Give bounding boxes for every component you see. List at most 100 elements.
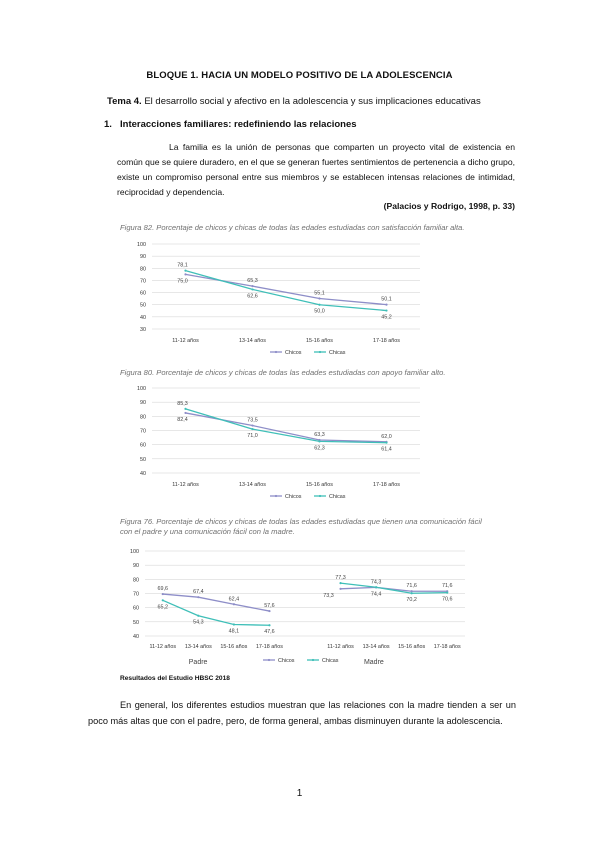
data-point [232,623,235,626]
x-tick-label: 11-12 años [149,644,176,650]
chart-apoyo-familiar: 40 50 60 70 80 90 100 11-12 años 13-14 años 15-16… [137,386,420,500]
section-heading: 1. Interacciones familiares: redefiniendo… [104,119,357,130]
data-label: 71,6 [406,583,417,589]
data-point [184,273,187,276]
y-tick-label: 100 [130,549,139,555]
series-line-chicas [340,582,448,594]
data-point [161,599,164,602]
x-tick-label: 15-16 años [306,338,333,344]
data-label: 48,1 [229,629,240,635]
legend-label: Chicos [285,350,302,356]
y-tick-label: 60 [140,291,146,297]
data-label: 82,4 [177,417,188,423]
chart-comunicacion-padres: 40 50 60 70 80 90 100 11-12 años 13-14 años 15-16… [130,549,465,666]
y-tick-label: 80 [133,577,139,583]
data-label: 62,3 [314,445,325,451]
x-tick-label: 13-14 años [363,644,390,650]
y-tick-label: 70 [140,278,146,284]
data-label: 47,6 [264,629,275,635]
y-tick-label: 50 [133,620,139,626]
data-label: 70,6 [442,597,453,603]
data-label: 85,3 [177,401,188,407]
data-label: 65,3 [247,278,258,284]
x-tick-label: 17-18 años [373,338,400,344]
y-tick-label: 80 [140,266,146,272]
data-label: 62,4 [229,596,240,602]
data-point [446,591,449,594]
figure-76-caption: Figura 76. Porcentaje de chicos y chicas… [120,517,482,536]
page-number: 1 [296,788,303,799]
y-tick-label: 40 [133,634,139,640]
y-tick-label: 100 [137,386,146,392]
data-label: 65,2 [158,604,169,610]
data-label: 50,1 [381,297,392,303]
data-label: 71,0 [247,433,258,439]
data-label: 57,6 [264,603,275,609]
data-label: 63,3 [314,432,325,438]
legend-label: Chicas [322,658,339,664]
legend-label: Chicos [278,658,295,664]
topic-heading: Tema 4. El desarrollo social y afectivo … [107,96,481,107]
data-label: 45,2 [381,315,392,321]
topic-label: Tema 4. [107,96,142,107]
y-tick-label: 90 [140,254,146,260]
x-tick-label: 11-12 años [327,644,354,650]
y-tick-label: 90 [133,563,139,569]
x-tick-label: 13-14 años [185,644,212,650]
x-tick-label: 17-18 años [256,644,283,650]
series-line-chicas [185,269,387,312]
legend-marker [318,494,322,498]
data-point [268,624,271,627]
data-label: 75,0 [177,278,188,284]
legend-label: Chicos [285,494,302,500]
definition-quote: La familia es la unión de personas que c… [117,142,515,197]
series-line-chicos [340,586,448,592]
data-label: 69,6 [158,586,169,592]
data-point [375,586,378,589]
data-label: 54,3 [193,620,204,626]
data-point [251,288,254,291]
data-point [251,285,254,288]
legend-marker [274,350,278,354]
series-line-chicas [162,599,270,626]
y-tick-label: 70 [140,429,146,435]
data-point [251,424,254,427]
data-point [410,592,413,595]
y-tick-label: 100 [137,242,146,248]
data-point [318,440,321,443]
body-paragraph: En general, los diferentes estudios mues… [88,700,516,726]
section-number: 1. [104,119,112,130]
data-point [184,407,187,410]
data-label: 73,3 [323,593,334,599]
data-point [385,441,388,444]
data-label: 62,6 [247,293,258,299]
data-point [385,303,388,306]
data-label: 62,0 [381,434,392,440]
data-point [385,309,388,312]
data-label: 73,5 [247,418,258,424]
data-point [184,411,187,415]
series-line-chicos [162,593,270,612]
x-tick-label: 15-16 años [398,644,425,650]
group-label-madre: Madre [364,659,384,666]
data-label: 70,2 [406,597,417,603]
x-tick-label: 11-12 años [172,338,199,344]
block-title: BLOQUE 1. HACIA UN MODELO POSITIVO DE LA… [146,70,453,81]
data-point [184,269,187,272]
data-label: 74,4 [371,591,382,597]
chart-satisfaccion-familiar: 30 40 50 60 70 80 90 100 11-12 años 13-14 años 15-… [137,242,420,356]
data-label: 67,4 [193,589,204,595]
group-label-padre: Padre [189,659,208,666]
quote-citation: (Palacios y Rodrigo, 1998, p. 33) [383,201,515,211]
section-title: Interacciones familiares: redefiniendo l… [120,119,357,130]
x-tick-label: 15-16 años [220,644,247,650]
data-point [197,614,200,617]
series-line-chicas [185,408,387,444]
data-point [318,303,321,306]
y-tick-label: 60 [140,443,146,449]
data-point [161,592,164,596]
data-point [197,596,200,599]
x-tick-label: 15-16 años [306,482,333,488]
figure-80-caption: Figura 80. Porcentaje de chicos y chicas… [120,368,446,377]
